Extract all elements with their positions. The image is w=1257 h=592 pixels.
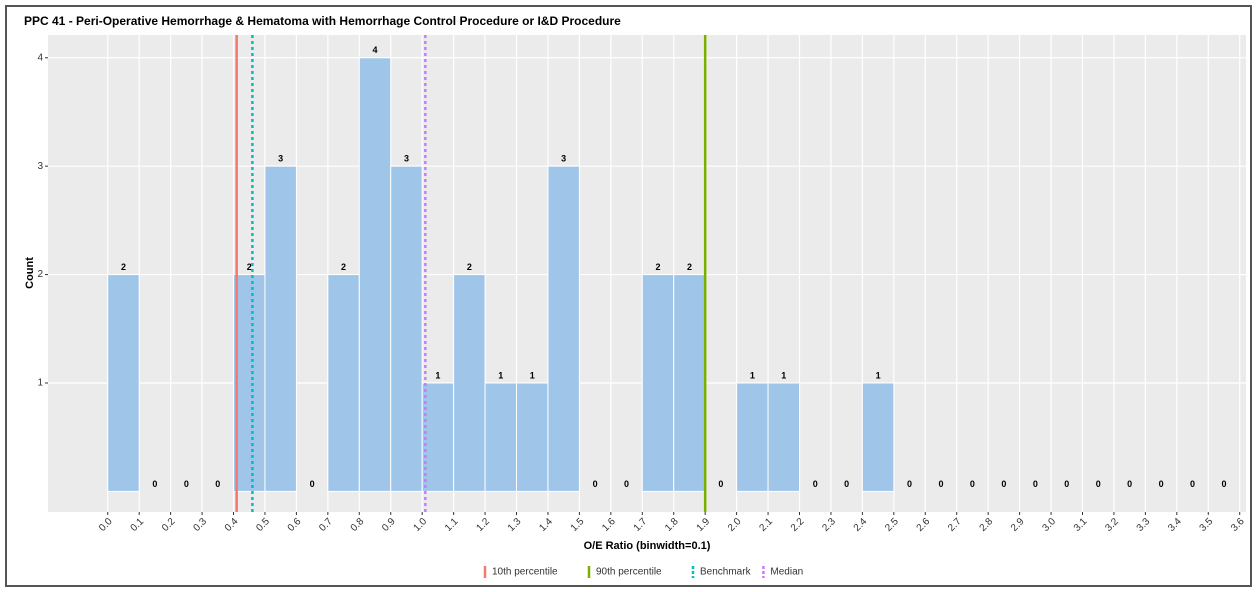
- data-label: 0: [1190, 479, 1195, 489]
- data-label: 0: [593, 479, 598, 489]
- data-label: 1: [750, 370, 755, 380]
- legend-label: 10th percentile: [492, 567, 558, 578]
- y-tick-label: 4: [37, 52, 43, 63]
- data-label: 0: [718, 479, 723, 489]
- bar: [358, 57, 392, 492]
- bar: [233, 274, 266, 492]
- data-label: 3: [278, 154, 283, 164]
- legend-label: 90th percentile: [596, 567, 662, 578]
- data-label: 0: [1001, 479, 1006, 489]
- data-label: 1: [498, 370, 503, 380]
- data-label: 2: [655, 262, 660, 272]
- data-label: 4: [373, 45, 378, 55]
- x-axis-title: O/E Ratio (binwidth=0.1): [584, 540, 711, 552]
- bar: [861, 382, 895, 492]
- data-label: 0: [152, 479, 157, 489]
- y-axis-title: Count: [24, 257, 36, 289]
- data-label: 0: [1064, 479, 1069, 489]
- data-label: 0: [215, 479, 220, 489]
- data-label: 0: [1033, 479, 1038, 489]
- data-label: 2: [121, 262, 126, 272]
- bar: [327, 274, 360, 492]
- data-label: 2: [687, 262, 692, 272]
- bar: [453, 274, 486, 492]
- data-label: 3: [561, 154, 566, 164]
- data-label: 0: [1159, 479, 1164, 489]
- data-label: 0: [184, 479, 189, 489]
- bar: [767, 382, 801, 492]
- bar: [641, 274, 675, 492]
- bar: [736, 382, 769, 492]
- data-label: 2: [467, 262, 472, 272]
- bar: [484, 382, 518, 492]
- bar: [547, 165, 580, 492]
- data-label: 0: [310, 479, 315, 489]
- y-tick-label: 3: [37, 161, 43, 172]
- data-label: 3: [404, 154, 409, 164]
- data-label: 1: [435, 370, 440, 380]
- data-label: 0: [1127, 479, 1132, 489]
- data-label: 0: [844, 479, 849, 489]
- data-label: 0: [624, 479, 629, 489]
- data-label: 1: [781, 370, 786, 380]
- bar: [421, 382, 455, 492]
- bar: [107, 274, 140, 492]
- data-label: 0: [938, 479, 943, 489]
- y-tick-label: 1: [37, 378, 43, 389]
- data-label: 2: [341, 262, 346, 272]
- data-label: 0: [1096, 479, 1101, 489]
- bar: [673, 274, 706, 492]
- data-label: 2: [247, 262, 252, 272]
- data-label: 0: [1221, 479, 1226, 489]
- bar: [264, 165, 297, 492]
- legend-label: Median: [770, 567, 803, 578]
- chart-title: PPC 41 - Peri-Operative Hemorrhage & Hem…: [24, 14, 621, 28]
- data-label: 1: [530, 370, 535, 380]
- legend-label: Benchmark: [700, 567, 752, 578]
- bar: [516, 382, 549, 492]
- data-label: 0: [813, 479, 818, 489]
- data-label: 1: [876, 370, 881, 380]
- data-label: 0: [907, 479, 912, 489]
- bar: [390, 165, 423, 492]
- y-tick-label: 2: [37, 269, 43, 280]
- data-label: 0: [970, 479, 975, 489]
